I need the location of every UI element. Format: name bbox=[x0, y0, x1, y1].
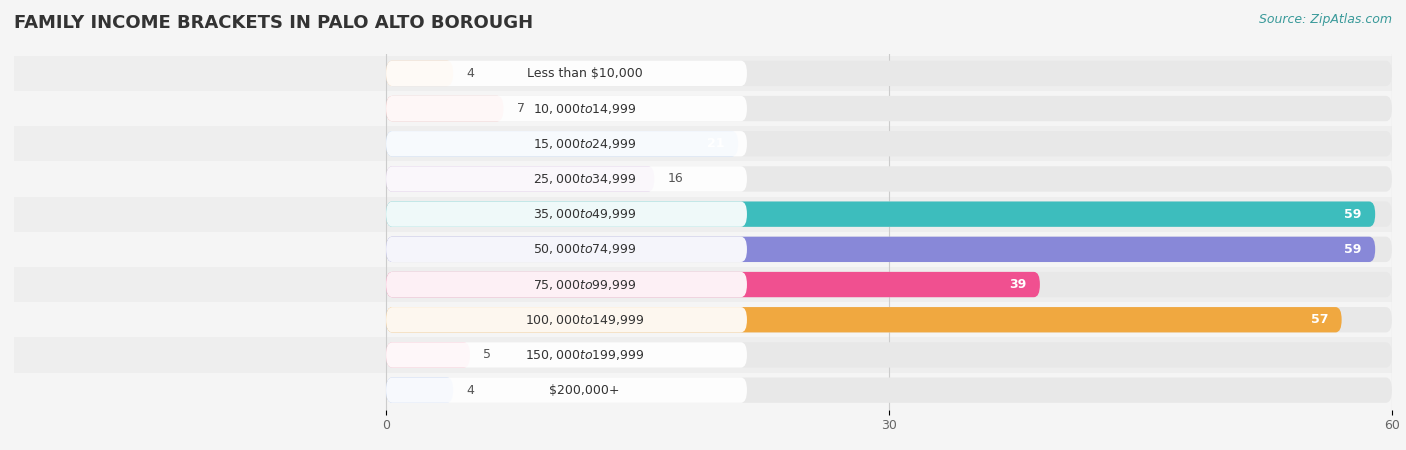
FancyBboxPatch shape bbox=[14, 126, 1392, 162]
FancyBboxPatch shape bbox=[14, 338, 1392, 373]
Text: $100,000 to $149,999: $100,000 to $149,999 bbox=[524, 313, 644, 327]
FancyBboxPatch shape bbox=[14, 232, 1392, 267]
FancyBboxPatch shape bbox=[387, 307, 1341, 333]
FancyBboxPatch shape bbox=[387, 272, 1392, 297]
FancyBboxPatch shape bbox=[387, 342, 1392, 368]
Text: FAMILY INCOME BRACKETS IN PALO ALTO BOROUGH: FAMILY INCOME BRACKETS IN PALO ALTO BORO… bbox=[14, 14, 533, 32]
FancyBboxPatch shape bbox=[387, 342, 470, 368]
FancyBboxPatch shape bbox=[387, 378, 453, 403]
FancyBboxPatch shape bbox=[387, 61, 747, 86]
FancyBboxPatch shape bbox=[387, 202, 1392, 227]
FancyBboxPatch shape bbox=[387, 272, 747, 297]
Text: $50,000 to $74,999: $50,000 to $74,999 bbox=[533, 243, 637, 256]
FancyBboxPatch shape bbox=[387, 96, 747, 121]
FancyBboxPatch shape bbox=[387, 202, 1375, 227]
FancyBboxPatch shape bbox=[387, 237, 1375, 262]
FancyBboxPatch shape bbox=[387, 166, 1392, 192]
Text: 21: 21 bbox=[707, 137, 724, 150]
Text: $35,000 to $49,999: $35,000 to $49,999 bbox=[533, 207, 637, 221]
FancyBboxPatch shape bbox=[387, 342, 747, 368]
Text: $10,000 to $14,999: $10,000 to $14,999 bbox=[533, 102, 637, 116]
FancyBboxPatch shape bbox=[14, 91, 1392, 126]
Text: 4: 4 bbox=[467, 67, 474, 80]
Text: 57: 57 bbox=[1310, 313, 1329, 326]
FancyBboxPatch shape bbox=[387, 307, 1392, 333]
Text: 59: 59 bbox=[1344, 243, 1362, 256]
FancyBboxPatch shape bbox=[387, 378, 747, 403]
FancyBboxPatch shape bbox=[387, 61, 1392, 86]
FancyBboxPatch shape bbox=[387, 131, 738, 157]
Text: Source: ZipAtlas.com: Source: ZipAtlas.com bbox=[1258, 14, 1392, 27]
FancyBboxPatch shape bbox=[387, 96, 1392, 121]
Text: $15,000 to $24,999: $15,000 to $24,999 bbox=[533, 137, 637, 151]
FancyBboxPatch shape bbox=[387, 166, 747, 192]
FancyBboxPatch shape bbox=[387, 378, 1392, 403]
FancyBboxPatch shape bbox=[387, 237, 747, 262]
Text: $150,000 to $199,999: $150,000 to $199,999 bbox=[524, 348, 644, 362]
Text: Less than $10,000: Less than $10,000 bbox=[527, 67, 643, 80]
Text: $25,000 to $34,999: $25,000 to $34,999 bbox=[533, 172, 637, 186]
FancyBboxPatch shape bbox=[387, 307, 747, 333]
FancyBboxPatch shape bbox=[387, 61, 453, 86]
FancyBboxPatch shape bbox=[387, 131, 747, 157]
FancyBboxPatch shape bbox=[14, 56, 1392, 91]
FancyBboxPatch shape bbox=[14, 267, 1392, 302]
Text: 7: 7 bbox=[517, 102, 524, 115]
FancyBboxPatch shape bbox=[387, 131, 1392, 157]
FancyBboxPatch shape bbox=[14, 302, 1392, 338]
Text: $200,000+: $200,000+ bbox=[550, 384, 620, 396]
Text: $75,000 to $99,999: $75,000 to $99,999 bbox=[533, 278, 637, 292]
FancyBboxPatch shape bbox=[387, 96, 503, 121]
FancyBboxPatch shape bbox=[387, 202, 747, 227]
FancyBboxPatch shape bbox=[387, 166, 654, 192]
Text: 16: 16 bbox=[668, 172, 683, 185]
FancyBboxPatch shape bbox=[14, 373, 1392, 408]
FancyBboxPatch shape bbox=[387, 272, 1040, 297]
Text: 5: 5 bbox=[484, 348, 491, 361]
FancyBboxPatch shape bbox=[14, 162, 1392, 197]
FancyBboxPatch shape bbox=[14, 197, 1392, 232]
Text: 39: 39 bbox=[1010, 278, 1026, 291]
Text: 4: 4 bbox=[467, 384, 474, 396]
FancyBboxPatch shape bbox=[387, 237, 1392, 262]
Text: 59: 59 bbox=[1344, 207, 1362, 220]
